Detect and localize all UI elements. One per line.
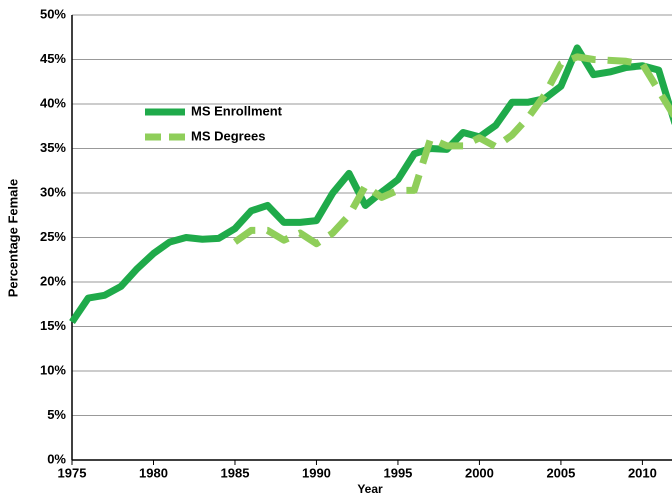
y-tick-label: 30% bbox=[40, 184, 66, 199]
x-tick-label: 1975 bbox=[58, 465, 87, 480]
series-line bbox=[69, 44, 672, 325]
y-tick-label: 45% bbox=[40, 51, 66, 66]
y-tick-label: 25% bbox=[40, 229, 66, 244]
x-tick-label: 2010 bbox=[628, 465, 657, 480]
legend-label: MS Enrollment bbox=[191, 103, 283, 118]
x-tick-label: 1990 bbox=[302, 465, 331, 480]
y-tick-label: 5% bbox=[47, 407, 66, 422]
y-tick-label: 20% bbox=[40, 273, 66, 288]
y-axis-label: Percentage Female bbox=[5, 179, 20, 298]
y-tick-label: 15% bbox=[40, 318, 66, 333]
x-tick-label: 1985 bbox=[221, 465, 250, 480]
series-line bbox=[232, 53, 672, 248]
y-tick-label: 0% bbox=[47, 451, 66, 466]
plot bbox=[69, 44, 672, 325]
y-tick-label: 35% bbox=[40, 140, 66, 155]
x-tick-label: 2005 bbox=[546, 465, 575, 480]
y-tick-label: 50% bbox=[40, 6, 66, 21]
x-axis-label: Year bbox=[357, 482, 383, 496]
x-tick-label: 1995 bbox=[383, 465, 412, 480]
x-tick-label: 1980 bbox=[139, 465, 168, 480]
y-tick-label: 40% bbox=[40, 95, 66, 110]
legend-label: MS Degrees bbox=[191, 128, 265, 143]
x-tick-label: 2000 bbox=[465, 465, 494, 480]
y-tick-label: 10% bbox=[40, 362, 66, 377]
